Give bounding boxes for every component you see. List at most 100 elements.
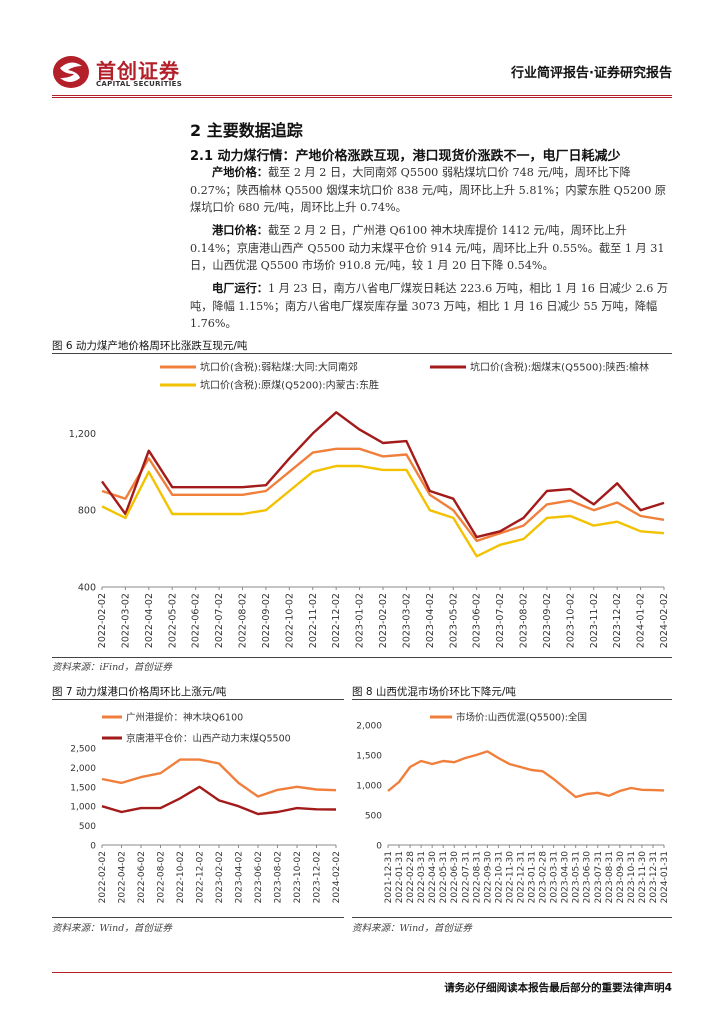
legend-label: 坑口价(含税):原煤(Q5200):内蒙古:东胜 — [200, 379, 379, 392]
x-tick-label: 2023-02-28 — [539, 851, 549, 904]
figure-7-bottom-rule — [52, 917, 344, 918]
x-tick-label: 2022-01-31 — [395, 851, 405, 903]
x-tick-label: 2022-10-02 — [284, 593, 295, 648]
y-tick-label: 1,000 — [70, 803, 96, 813]
x-tick-label: 2023-06-02 — [254, 851, 264, 903]
x-tick-label: 2022-08-31 — [472, 851, 482, 903]
series-line — [101, 785, 337, 816]
x-tick-label: 2022-05-31 — [439, 851, 449, 903]
y-tick-label: 500 — [365, 812, 382, 822]
x-tick-label: 2023-08-31 — [605, 851, 615, 903]
x-tick-label: 2023-11-02 — [589, 593, 600, 648]
paragraph-power-plant: 电厂运行：1 月 23 日，南方八省电厂煤炭日耗达 223.6 万吨，相比 1 … — [190, 280, 670, 333]
x-tick-label: 2023-03-31 — [550, 851, 560, 903]
x-tick-label: 2022-02-02 — [97, 593, 108, 648]
x-tick-label: 2022-11-02 — [308, 593, 319, 648]
y-tick-label: 1,500 — [356, 752, 382, 762]
x-tick-label: 2021-12-31 — [384, 851, 394, 903]
x-tick-label: 2022-03-02 — [120, 593, 131, 648]
x-tick-label: 2022-09-02 — [261, 593, 272, 648]
paragraph-lead: 产地价格： — [212, 166, 268, 179]
x-tick-label: 2022-03-31 — [417, 851, 427, 903]
header-divider-secondary — [52, 97, 672, 98]
paragraph-port-price: 港口价格：截至 2 月 2 日，广州港 Q6100 神木块库提价 1412 元/… — [190, 222, 670, 275]
figure-6-chart: 400 800 1,200 2022-02-02 2022-03-02 2022-04-0… — [69, 361, 670, 649]
logo-text-cn: 首创证券 — [96, 59, 180, 83]
x-tick-label: 2022-04-30 — [428, 851, 438, 904]
y-tick-label: 800 — [78, 506, 96, 517]
figure-6-bottom-rule — [52, 657, 672, 658]
x-tick-label: 2023-06-30 — [583, 851, 593, 904]
footer-disclaimer: 请务必仔细阅读本报告最后部分的重要法律声明4 — [444, 982, 672, 994]
paragraph-text: 截至 2 月 2 日，广州港 Q6100 神木块库提价 1412 元/吨，周环比… — [190, 224, 665, 272]
x-tick-label: 2024-01-31 — [660, 851, 670, 903]
x-tick-label: 2023-01-02 — [355, 593, 366, 648]
figure-8-caption: 图 8 山西优混市场价环比下降元/吨 — [352, 686, 516, 698]
paragraph-text: 截至 2 月 2 日，大同南郊 Q5500 弱粘煤坑口价 748 元/吨，周环比… — [190, 166, 667, 214]
x-tick-label: 2022-02-02 — [98, 851, 108, 903]
x-tick-label: 2023-12-02 — [313, 851, 323, 903]
x-tick-label: 2022-06-02 — [137, 851, 147, 903]
x-tick-label: 2024-01-02 — [636, 593, 647, 648]
series-line — [101, 464, 665, 558]
x-tick-label: 2023-02-02 — [215, 851, 225, 903]
y-tick-label: 400 — [78, 583, 96, 594]
x-tick-label: 2023-08-02 — [519, 593, 530, 648]
series-line — [387, 750, 665, 799]
x-tick-label: 2024-02-02 — [332, 851, 342, 903]
series-line — [101, 758, 337, 798]
legend-label: 市场价:山西优混(Q5500):全国 — [456, 712, 587, 724]
section-title: 2 主要数据追踪 — [190, 121, 303, 140]
x-tick-label: 2023-05-02 — [448, 593, 459, 648]
x-tick-label: 2023-12-31 — [649, 851, 659, 903]
x-tick-label: 2022-10-02 — [176, 851, 186, 903]
y-tick-label: 2,000 — [356, 722, 382, 732]
paragraph-lead: 港口价格： — [212, 224, 268, 237]
x-tick-label: 2023-07-02 — [495, 593, 506, 648]
paragraph-lead: 电厂运行： — [212, 282, 268, 295]
y-tick-label: 0 — [90, 842, 96, 852]
x-tick-label: 2023-08-02 — [274, 851, 284, 903]
capital-securities-logo-icon — [53, 56, 89, 88]
figure-6-source: 资料来源：iFind，首创证券 — [52, 662, 172, 673]
paragraph-production-price: 产地价格：截至 2 月 2 日，大同南郊 Q5500 弱粘煤坑口价 748 元/… — [190, 164, 670, 217]
x-tick-label: 2022-12-02 — [331, 593, 342, 648]
x-tick-label: 2022-08-02 — [238, 593, 249, 648]
y-tick-label: 2,500 — [70, 745, 96, 755]
paragraph-text: 1 月 23 日，南方八省电厂煤炭日耗达 223.6 万吨，相比 1 月 16 … — [190, 282, 669, 330]
x-tick-label: 2022-08-02 — [157, 851, 167, 903]
x-tick-label: 2022-06-30 — [450, 851, 460, 904]
x-tick-label: 2022-10-31 — [494, 851, 504, 903]
x-tick-label: 2023-01-31 — [528, 851, 538, 903]
x-tick-label: 2022-04-02 — [144, 593, 155, 648]
x-tick-label: 2023-10-02 — [293, 851, 303, 903]
x-tick-label: 2023-12-02 — [612, 593, 623, 648]
figure-6-caption: 图 6 动力煤产地价格周环比涨跌互现元/吨 — [52, 340, 248, 352]
report-type: 行业简评报告·证券研究报告 — [511, 66, 672, 81]
x-tick-label: 2022-05-02 — [167, 593, 178, 648]
x-tick-label: 2023-09-30 — [616, 851, 626, 904]
y-tick-label: 1,200 — [69, 429, 96, 440]
x-tick-label: 2023-11-30 — [638, 851, 648, 904]
y-tick-label: 1,000 — [356, 782, 382, 792]
y-tick-label: 2,000 — [70, 764, 96, 774]
x-tick-label: 2022-07-02 — [214, 593, 225, 648]
x-tick-label: 2022-04-02 — [118, 851, 128, 903]
x-tick-label: 2022-11-30 — [505, 851, 515, 904]
x-tick-label: 2023-04-02 — [235, 851, 245, 903]
x-tick-label: 2023-04-02 — [425, 593, 436, 648]
legend-label: 京唐港平仓价：山西产动力末煤Q5500 — [126, 733, 291, 745]
figure-8-source: 资料来源：Wind，首创证券 — [352, 923, 472, 934]
x-tick-label: 2023-05-31 — [572, 851, 582, 903]
legend-label: 坑口价(含税):弱粘煤:大同:大同南郊 — [200, 361, 358, 374]
y-tick-label: 1,500 — [70, 783, 96, 793]
y-tick-label: 500 — [79, 822, 96, 832]
x-tick-label: 2023-07-31 — [594, 851, 604, 903]
figure-8-top-rule — [352, 699, 672, 700]
x-tick-label: 2023-10-02 — [565, 593, 576, 648]
footer-divider — [52, 972, 672, 973]
figure-6-top-rule — [52, 353, 672, 354]
figure-7-source: 资料来源：Wind，首创证券 — [52, 923, 172, 934]
legend-label: 广州港提价：神木块Q6100 — [126, 712, 243, 724]
